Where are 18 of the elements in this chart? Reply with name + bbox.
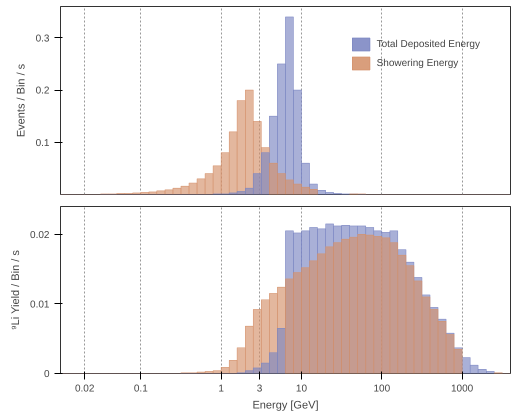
y-tick-label: 0.01 bbox=[30, 299, 50, 310]
x-tick-label: 3 bbox=[256, 384, 263, 394]
x-tick-label: 10 bbox=[296, 384, 308, 394]
x-tick-label: 1 bbox=[218, 384, 224, 394]
legend-label: Showering Energy bbox=[376, 58, 458, 68]
x-tick-label: 100 bbox=[373, 384, 391, 394]
y-axis-title: Events / Bin / s bbox=[16, 63, 28, 138]
x-tick-label: 0.1 bbox=[134, 384, 148, 394]
y-tick-label: 0.2 bbox=[36, 86, 50, 97]
x-axis-title: Energy [GeV] bbox=[252, 400, 319, 412]
y-axis-title: ⁹Li Yield / Bin / s bbox=[10, 250, 22, 330]
legend-label: Total Deposited Energy bbox=[376, 38, 480, 50]
y-tick-label: 0.1 bbox=[36, 138, 50, 149]
y-tick-label: 0.3 bbox=[36, 33, 50, 44]
x-tick-label: 0.02 bbox=[74, 384, 95, 394]
y-tick-label: 0.02 bbox=[30, 230, 50, 241]
x-tick-label: 1000 bbox=[451, 384, 474, 394]
y-tick-label: 0 bbox=[44, 369, 50, 380]
